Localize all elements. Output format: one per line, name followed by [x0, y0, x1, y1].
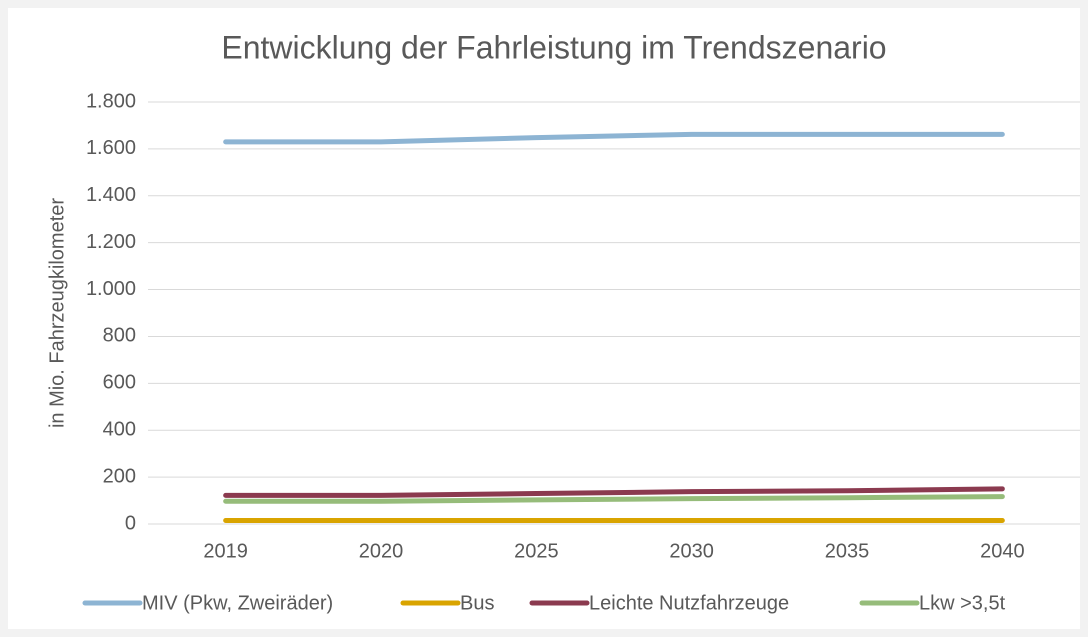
series-line [223, 131, 1005, 145]
x-tick-label: 2030 [669, 540, 714, 562]
y-tick-label: 0 [125, 512, 136, 534]
series-line [223, 494, 1005, 504]
y-tick-label: 800 [103, 325, 136, 347]
x-tick-label: 2025 [514, 540, 559, 562]
y-tick-label: 1.800 [86, 90, 136, 112]
y-tick-label: 600 [103, 372, 136, 394]
x-tick-label: 2040 [980, 540, 1025, 562]
x-tick-label: 2035 [825, 540, 870, 562]
y-tick-label: 200 [103, 465, 136, 487]
series-line [223, 486, 1005, 498]
legend-label: Leichte Nutzfahrzeuge [589, 592, 789, 614]
y-tick-label: 1.200 [86, 231, 136, 253]
y-axis-label: in Mio. Fahrzeugkilometer [46, 198, 68, 428]
chart-area [8, 8, 1080, 629]
x-tick-label: 2019 [203, 540, 248, 562]
legend-label: Lkw >3,5t [919, 592, 1006, 614]
x-tick-label: 2020 [359, 540, 404, 562]
y-tick-label: 1.600 [86, 137, 136, 159]
y-tick-label: 1.000 [86, 278, 136, 300]
legend-label: Bus [460, 592, 494, 614]
y-tick-label: 400 [103, 419, 136, 441]
y-tick-label: 1.400 [86, 184, 136, 206]
chart-title: Entwicklung der Fahrleistung im Trendsze… [221, 29, 886, 65]
legend-label: MIV (Pkw, Zweiräder) [142, 592, 333, 614]
